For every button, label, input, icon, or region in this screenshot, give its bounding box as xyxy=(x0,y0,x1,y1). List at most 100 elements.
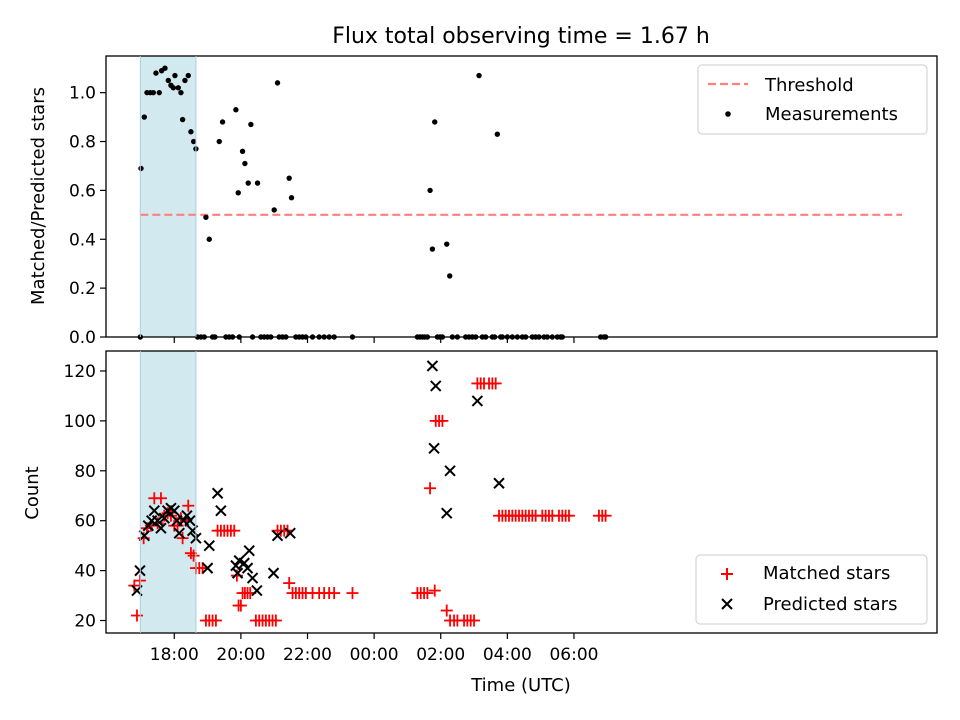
y-tick-label: 0.6 xyxy=(69,181,96,201)
predicted-star-point xyxy=(173,527,185,539)
matched-star-point xyxy=(176,532,189,545)
predicted-star-point xyxy=(231,567,244,579)
measurement-point xyxy=(206,236,212,242)
predicted-star-point xyxy=(203,539,215,552)
top-x-ticks xyxy=(173,337,575,343)
predicted-star-point xyxy=(215,505,227,517)
matched-star-point xyxy=(128,579,141,592)
predicted-star-point xyxy=(151,514,164,527)
measurement-point xyxy=(190,138,197,145)
x-tick-label: 18:00 xyxy=(150,645,199,665)
bottom-x-ticks: 18:00 20:00 22:00 00:00 02:00 04:00 06:00 xyxy=(150,633,598,665)
y-tick-label: 20 xyxy=(74,612,96,632)
matched-star-point xyxy=(428,584,441,597)
measurement-point xyxy=(447,273,453,279)
y-tick-label: 0.0 xyxy=(69,328,96,348)
predicted-star-point xyxy=(430,380,442,392)
measurement-point xyxy=(444,241,450,247)
matched-star-point xyxy=(436,414,449,427)
top-y-axis-label: Matched/Predicted stars xyxy=(28,87,49,305)
predicted-star-point xyxy=(444,465,456,477)
y-tick-label: 60 xyxy=(74,512,96,532)
measurement-point xyxy=(233,107,239,113)
matched-star-point xyxy=(182,499,195,512)
bottom-legend: Matched stars Predicted stars xyxy=(695,554,928,625)
bottom-legend-box xyxy=(695,554,928,625)
measurement-point xyxy=(179,116,186,123)
matched-star-point xyxy=(562,509,575,522)
measurement-point xyxy=(203,214,209,220)
matched-star-point xyxy=(328,587,341,600)
measurement-point xyxy=(153,70,159,76)
predicted-star-point xyxy=(426,360,439,372)
top-panel: 0.0 0.2 0.4 0.6 0.8 1.0 Matched/Predicted sta… xyxy=(28,55,938,348)
matched-star-point xyxy=(187,549,200,562)
measurement-point xyxy=(239,148,246,154)
y-tick-label: 80 xyxy=(74,462,96,482)
y-tick-label: 100 xyxy=(64,412,96,432)
predicted-star-point xyxy=(441,507,453,519)
top-legend: Threshold Measurements xyxy=(697,64,928,135)
measurement-point xyxy=(248,121,254,128)
predicted-star-point xyxy=(138,529,151,542)
top-measurement-points xyxy=(137,65,609,340)
measurement-point xyxy=(188,129,194,135)
measurement-point xyxy=(182,77,188,84)
measurement-point xyxy=(219,119,226,125)
measurement-point xyxy=(286,175,292,181)
predicted-star-point xyxy=(267,567,280,579)
y-tick-label: 0.8 xyxy=(69,133,96,153)
x-tick-label: 02:00 xyxy=(416,645,465,665)
measurement-point xyxy=(245,180,251,186)
matched-star-point xyxy=(489,377,502,390)
predicted-star-point xyxy=(238,557,250,569)
measurements-legend-swatch xyxy=(725,111,731,117)
matched-star-point xyxy=(424,482,437,495)
predicted-star-point xyxy=(155,522,167,534)
matched-star-point xyxy=(421,587,434,600)
predicted-star-point xyxy=(158,512,170,524)
bottom-y-ticks: 20 40 60 80 100 120 xyxy=(64,362,106,632)
top-legend-box xyxy=(697,64,928,135)
y-tick-label: 0.2 xyxy=(69,279,96,299)
predicted-star-point xyxy=(493,477,505,489)
measurement-point xyxy=(216,138,222,145)
matched-star-point xyxy=(468,614,481,627)
predicted-star-point xyxy=(243,544,255,557)
measurement-point xyxy=(172,72,178,79)
matched-star-point xyxy=(234,599,247,612)
measurements-legend-label: Measurements xyxy=(765,104,898,125)
x-tick-label: 22:00 xyxy=(283,645,332,665)
measurement-point xyxy=(150,89,156,96)
bottom-count-points xyxy=(128,360,612,627)
measurement-point xyxy=(185,72,191,79)
predicted-star-point xyxy=(148,505,161,517)
x-tick-label: 06:00 xyxy=(549,645,598,665)
measurement-point xyxy=(427,187,433,194)
measurement-point xyxy=(288,195,295,201)
matched-star-point xyxy=(599,509,612,522)
measurement-point xyxy=(271,207,277,213)
threshold-legend-label: Threshold xyxy=(764,75,854,96)
measurement-point xyxy=(432,119,438,125)
predicted-legend-label: Predicted stars xyxy=(763,594,897,615)
y-tick-label: 40 xyxy=(74,562,96,582)
predicted-star-point xyxy=(211,487,224,499)
predicted-star-point xyxy=(241,562,254,574)
predicted-star-point xyxy=(246,572,259,584)
measurement-point xyxy=(178,89,184,96)
predicted-star-point xyxy=(251,584,263,597)
matched-star-point xyxy=(269,614,282,627)
bottom-observing-span xyxy=(140,351,196,633)
matched-star-point xyxy=(283,577,296,590)
x-tick-label: 04:00 xyxy=(483,645,532,665)
y-tick-label: 1.0 xyxy=(69,84,96,104)
measurement-point xyxy=(156,89,162,96)
matched-legend-swatch xyxy=(721,568,733,580)
predicted-legend-swatch xyxy=(721,598,733,610)
measurement-point xyxy=(170,85,176,91)
x-tick-label: 20:00 xyxy=(216,645,265,665)
bottom-y-axis-label: Count xyxy=(22,466,43,519)
measurement-point xyxy=(476,72,482,79)
